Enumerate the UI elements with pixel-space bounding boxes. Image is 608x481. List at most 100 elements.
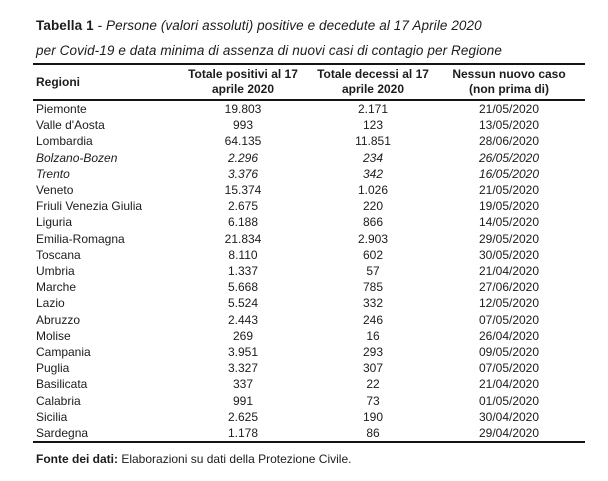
positivi-cell: 993 <box>232 118 254 133</box>
decessi-cell: 2.171 <box>357 102 389 116</box>
region-cell: Lazio <box>36 296 65 311</box>
col-header-positivi-line1: Totale positivi al 17 <box>188 67 298 81</box>
col-header-decessi: Totale decessi al 17 aprile 2020 <box>313 64 433 100</box>
source-note-label: Fonte dei dati: <box>36 452 118 467</box>
decessi-cell: 293 <box>362 345 384 360</box>
no-new-case-date-cell: 30/05/2020 <box>478 247 540 262</box>
no-new-case-date-cell: 14/05/2020 <box>478 215 540 230</box>
region-cell: Valle d'Aosta <box>36 118 105 133</box>
table-body: Piemonte 19.803 2.171 21/05/2020 Valle d'Aos… <box>33 100 585 443</box>
decessi-cell: 86 <box>366 426 380 441</box>
positivi-cell: 1.178 <box>227 426 259 441</box>
table-row: Basilicata 337 22 21/04/2020 <box>33 376 585 392</box>
document-page: Tabella 1 - Persone (valori assoluti) po… <box>33 13 608 467</box>
positivi-cell: 269 <box>232 328 254 343</box>
title-label: Tabella 1 <box>36 18 94 33</box>
table-title: Tabella 1 - Persone (valori assoluti) po… <box>36 13 608 63</box>
table-row: Liguria 6.188 866 14/05/2020 <box>33 214 585 230</box>
positivi-cell: 21.834 <box>224 231 262 246</box>
no-new-case-date-cell: 26/05/2020 <box>478 150 540 165</box>
positivi-cell: 991 <box>232 393 254 408</box>
decessi-cell: 16 <box>366 328 380 343</box>
no-new-case-date-cell: 07/05/2020 <box>478 312 540 327</box>
region-cell: Calabria <box>36 393 81 408</box>
table-row: Friuli Venezia Giulia 2.675 220 19/05/2020 <box>33 198 585 214</box>
no-new-case-date-cell: 21/04/2020 <box>478 377 540 392</box>
data-table: Regioni Totale positivi al 17 aprile 202… <box>33 63 585 443</box>
positivi-cell: 5.524 <box>227 296 259 311</box>
table-row: Piemonte 19.803 2.171 21/05/2020 <box>33 100 585 117</box>
positivi-cell: 19.803 <box>224 102 262 116</box>
region-cell: Sardegna <box>36 426 89 441</box>
decessi-cell: 220 <box>362 199 384 214</box>
region-cell: Basilicata <box>36 377 88 392</box>
region-cell: Emilia-Romagna <box>36 231 125 246</box>
table-row: Sicilia 2.625 190 30/04/2020 <box>33 409 585 425</box>
region-cell: Friuli Venezia Giulia <box>36 199 143 214</box>
decessi-cell: 190 <box>362 409 384 424</box>
table-row: Abruzzo 2.443 246 07/05/2020 <box>33 312 585 328</box>
decessi-cell: 866 <box>362 215 384 230</box>
region-cell: Bolzano-Bozen <box>36 150 118 165</box>
table-row: Calabria 991 73 01/05/2020 <box>33 393 585 409</box>
no-new-case-date-cell: 21/05/2020 <box>478 102 540 116</box>
positivi-cell: 2.675 <box>227 199 259 214</box>
positivi-cell: 337 <box>232 377 254 392</box>
region-cell: Marche <box>36 280 77 295</box>
table-row: Campania 3.951 293 09/05/2020 <box>33 344 585 360</box>
positivi-cell: 64.135 <box>224 134 262 149</box>
region-cell: Piemonte <box>36 102 87 116</box>
no-new-case-date-cell: 12/05/2020 <box>478 296 540 311</box>
decessi-cell: 57 <box>366 264 380 279</box>
col-header-nessun-line2: (non prima di) <box>469 82 549 96</box>
no-new-case-date-cell: 29/04/2020 <box>478 426 540 441</box>
no-new-case-date-cell: 01/05/2020 <box>478 393 540 408</box>
decessi-cell: 11.851 <box>355 134 391 149</box>
positivi-cell: 2.625 <box>227 409 259 424</box>
decessi-cell: 307 <box>362 361 384 376</box>
table-row: Lombardia 64.135 11.851 28/06/2020 <box>33 133 585 149</box>
no-new-case-date-cell: 30/04/2020 <box>478 409 540 424</box>
decessi-cell: 785 <box>362 280 384 295</box>
no-new-case-date-cell: 28/06/2020 <box>478 134 540 149</box>
region-cell: Puglia <box>36 361 70 376</box>
positivi-cell: 2.296 <box>227 150 259 165</box>
table-row: Sardegna 1.178 86 29/04/2020 <box>33 425 585 442</box>
source-note-text: Elaborazioni su dati della Protezione Ci… <box>118 452 352 467</box>
header-row: Regioni Totale positivi al 17 aprile 202… <box>33 64 585 100</box>
table-row: Emilia-Romagna 21.834 2.903 29/05/2020 <box>33 231 585 247</box>
positivi-cell: 1.337 <box>227 264 259 279</box>
table-row: Trento 3.376 342 16/05/2020 <box>33 166 585 182</box>
no-new-case-date-cell: 26/04/2020 <box>478 328 540 343</box>
source-note: Fonte dei dati: Elaborazioni su dati del… <box>36 452 608 467</box>
col-header-decessi-line2: aprile 2020 <box>341 82 405 96</box>
region-cell: Abruzzo <box>36 312 81 327</box>
positivi-cell: 6.188 <box>227 215 259 230</box>
positivi-cell: 8.110 <box>228 247 258 262</box>
col-header-positivi-line2: aprile 2020 <box>211 82 275 96</box>
decessi-cell: 2.903 <box>357 231 389 246</box>
region-cell: Toscana <box>36 247 81 262</box>
no-new-case-date-cell: 16/05/2020 <box>478 166 540 181</box>
table-row: Valle d'Aosta 993 123 13/05/2020 <box>33 117 585 133</box>
decessi-cell: 22 <box>366 377 380 392</box>
table-row: Bolzano-Bozen 2.296 234 26/05/2020 <box>33 150 585 166</box>
table-row: Veneto 15.374 1.026 21/05/2020 <box>33 182 585 198</box>
decessi-cell: 73 <box>366 393 380 408</box>
positivi-cell: 3.951 <box>227 345 259 360</box>
region-cell: Lombardia <box>36 134 93 149</box>
table-row: Umbria 1.337 57 21/04/2020 <box>33 263 585 279</box>
region-cell: Veneto <box>36 183 74 198</box>
no-new-case-date-cell: 07/05/2020 <box>478 361 540 376</box>
col-header-regioni: Regioni <box>33 64 173 100</box>
col-header-regioni-label: Regioni <box>36 74 80 89</box>
positivi-cell: 3.376 <box>227 166 259 181</box>
positivi-cell: 15.374 <box>224 183 262 198</box>
decessi-cell: 1.026 <box>357 183 389 198</box>
positivi-cell: 2.443 <box>227 312 259 327</box>
no-new-case-date-cell: 13/05/2020 <box>478 118 540 133</box>
col-header-nessun-line1: Nessun nuovo caso <box>452 67 566 81</box>
region-cell: Campania <box>36 345 91 360</box>
positivi-cell: 5.668 <box>227 280 259 295</box>
decessi-cell: 342 <box>362 166 384 181</box>
